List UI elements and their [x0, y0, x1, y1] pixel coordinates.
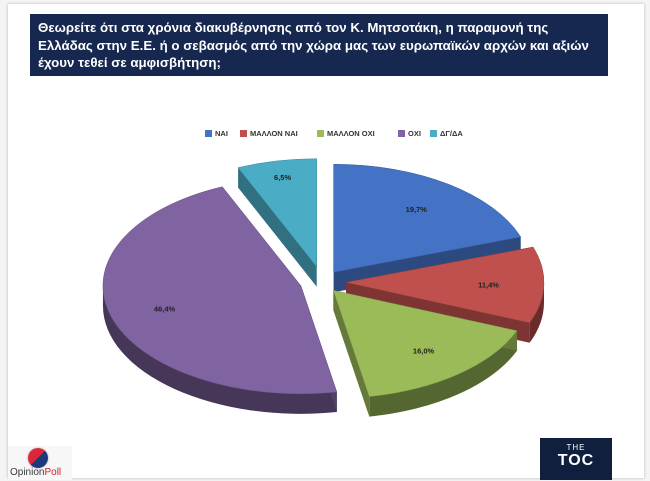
legend-label-1: ΜΑΛΛΟΝ ΝΑΙ [250, 129, 298, 138]
logo-text-part1: Opinion [10, 467, 45, 478]
pie-slice-label-2: 16,0% [413, 347, 435, 356]
pie-slice-label-3: 46,4% [154, 304, 176, 313]
legend-swatch-3 [398, 130, 405, 137]
pie-slice-1 [345, 246, 545, 324]
pie-slice-4 [237, 158, 317, 268]
thetoc-logo: THE TOC [540, 438, 612, 480]
legend-label-4: ΔΓ/ΔΑ [440, 129, 463, 138]
pie-slice-side-3 [102, 285, 337, 414]
legend-swatch-1 [240, 130, 247, 137]
legend-item-2: ΜΑΛΛΟΝ ΟΧΙ [317, 129, 375, 138]
legend-swatch-4 [430, 130, 437, 137]
legend-label-2: ΜΑΛΛΟΝ ΟΧΙ [327, 129, 375, 138]
thetoc-logo-big: TOC [557, 452, 595, 469]
legend-item-4: ΔΓ/ΔΑ [430, 129, 463, 138]
legend-item-1: ΜΑΛΛΟΝ ΝΑΙ [240, 129, 298, 138]
thetoc-logo-small: THE [566, 443, 586, 452]
pie-slice-3 [102, 186, 338, 395]
pie-slice-2 [333, 290, 518, 397]
pie-slice-side-1 [529, 282, 544, 343]
pie-slice-0 [333, 163, 522, 273]
pie-slice-label-1: 11,4% [478, 280, 499, 289]
legend-swatch-0 [205, 130, 212, 137]
chart-title: Θεωρείτε ότι στα χρόνια διακυβέρνησης απ… [30, 14, 608, 76]
legend-label-0: ΝΑΙ [215, 129, 228, 138]
pie-slice-wall-2-1 [333, 290, 370, 417]
logo-text-part2: Poll [44, 467, 62, 478]
legend: ΝΑΙ ΜΑΛΛΟΝ ΝΑΙ ΜΑΛΛΟΝ ΟΧΙ ΟΧΙ ΔΓ/ΔΑ [205, 129, 505, 143]
pie-slice-label-0: 19,7% [406, 205, 428, 214]
legend-label-3: ΟΧΙ [408, 129, 421, 138]
opinionpoll-logo-icon [28, 448, 48, 468]
pie-slice-wall-4-0 [238, 167, 317, 287]
legend-item-0: ΝΑΙ [205, 129, 228, 138]
opinionpoll-logo-text: OpinionPoll [10, 467, 61, 478]
pie-slice-side-2 [369, 330, 518, 417]
opinionpoll-logo: OpinionPoll [8, 446, 72, 480]
legend-swatch-2 [317, 130, 324, 137]
legend-item-3: ΟΧΙ [398, 129, 421, 138]
pie-slice-label-4: 6,5% [274, 173, 291, 182]
